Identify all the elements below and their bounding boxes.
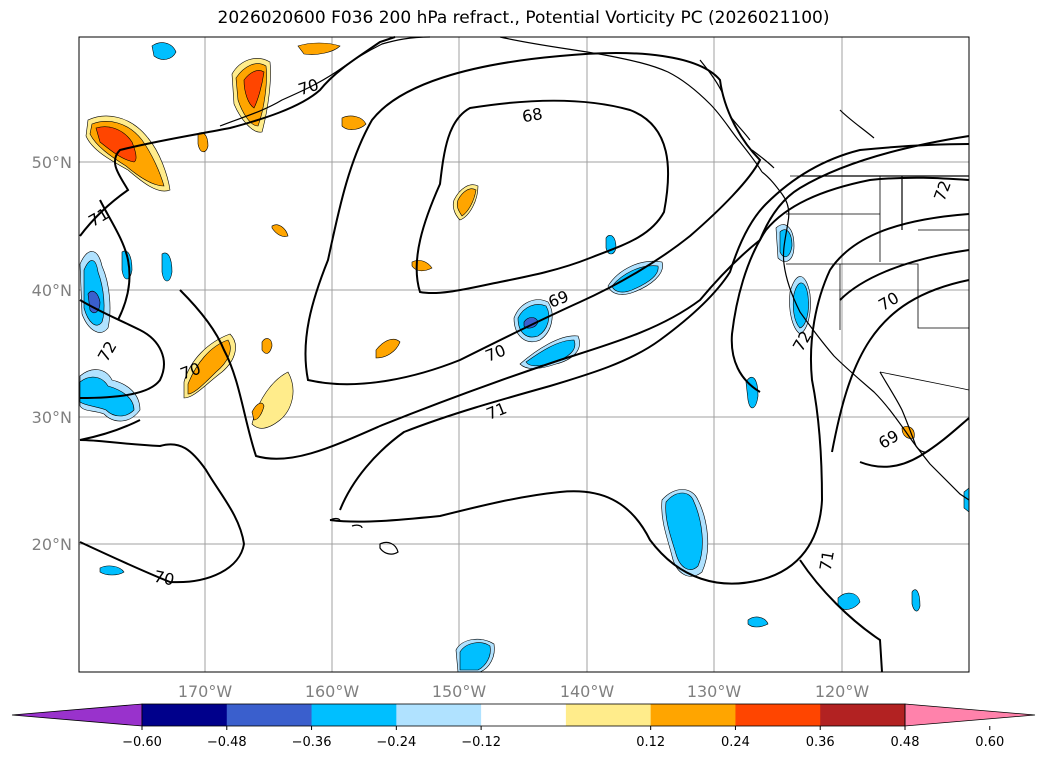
lon-label: 120°W xyxy=(815,682,870,701)
anomaly-cold-14 xyxy=(837,592,861,610)
anomaly-cold-15 xyxy=(747,616,769,628)
contour-label: 72 xyxy=(94,338,121,365)
border-us-mexico xyxy=(879,371,970,391)
anomaly-w-7 xyxy=(197,132,209,153)
anomaly-w-2-core xyxy=(251,402,265,421)
coast-hawaii xyxy=(329,517,399,555)
colorbar-swatch xyxy=(735,704,821,726)
colorbar-tick-label: −0.24 xyxy=(376,735,416,750)
map-frame xyxy=(78,36,970,673)
colorbar-swatch xyxy=(650,704,736,726)
contour-label: 68 xyxy=(521,104,544,126)
coast-alaska-aleutians xyxy=(219,36,763,173)
border-states-west xyxy=(786,176,969,330)
anomaly-cold-17 xyxy=(99,565,125,576)
positive-anomaly-shading xyxy=(85,42,915,439)
anomaly-cold-10-core xyxy=(779,229,793,258)
anomaly-cold-16 xyxy=(911,589,921,612)
anomaly-nw-1-peak xyxy=(95,126,137,163)
colorbar-swatch xyxy=(311,704,397,726)
political-borders xyxy=(786,175,970,391)
contour-70 xyxy=(79,36,970,460)
anomaly-n-2 xyxy=(297,42,341,55)
colorbar-tick-label: −0.48 xyxy=(207,735,247,750)
contour-69 xyxy=(304,52,762,386)
contour-label: 70 xyxy=(296,75,321,99)
lon-label: 140°W xyxy=(560,682,615,701)
contour-label: 69 xyxy=(875,426,902,453)
contour-69-east xyxy=(831,279,970,468)
colorbar-tick-label: 0.24 xyxy=(721,735,750,750)
colorbar-tick-label: 0.12 xyxy=(636,735,665,750)
anomaly-e-1 xyxy=(901,426,915,439)
anomaly-w-2 xyxy=(251,371,294,429)
coast-canada-border xyxy=(800,109,969,230)
contour-70-south xyxy=(79,439,246,584)
colorbar-swatch xyxy=(820,704,906,726)
anomaly-cold-1-peak xyxy=(87,290,101,314)
colorbar-swatch xyxy=(481,704,567,726)
anomaly-cold-5 xyxy=(151,42,177,60)
colorbar-tick-label: −0.12 xyxy=(461,735,501,750)
colorbar-swatches xyxy=(11,703,1036,727)
colorbar-tick-label: −0.36 xyxy=(292,735,332,750)
lat-label: 40°N xyxy=(32,281,72,300)
contour-label: 71 xyxy=(85,204,112,231)
contour-68 xyxy=(415,99,670,295)
coast-bc-islands xyxy=(699,59,775,169)
negative-anomaly-shading xyxy=(79,42,970,673)
refractivity-contours xyxy=(79,36,970,673)
anomaly-cold-13-core xyxy=(459,642,491,671)
contour-label: 70 xyxy=(152,567,176,590)
anomaly-cold-8-core xyxy=(611,265,659,293)
contour-label: 72 xyxy=(930,178,955,204)
colorbar-outline xyxy=(141,703,906,727)
anomaly-n-3 xyxy=(341,115,367,130)
colorbar-tick-label: 0.48 xyxy=(891,735,920,750)
colorbar-swatch xyxy=(226,704,313,726)
anomaly-n-1-peak xyxy=(243,70,265,109)
colorbar-swatch xyxy=(142,704,228,726)
contour-label: 70 xyxy=(483,341,509,366)
colorbar-extend-low xyxy=(11,703,143,727)
colorbar: −0.60 −0.48 −0.36 −0.24 −0.12 0.12 0.24 0.36 0.4… xyxy=(11,703,1036,750)
contour-71 xyxy=(329,143,970,585)
contour-70-east xyxy=(799,249,970,673)
contour-label: 71 xyxy=(484,399,510,424)
lon-label: 160°W xyxy=(305,682,360,701)
contour-west-edge xyxy=(79,199,141,441)
chart-title: 2026020600 F036 200 hPa refract., Potent… xyxy=(217,8,830,28)
colorbar-swatch xyxy=(565,704,652,726)
coast-northwest-america xyxy=(761,171,970,501)
lat-label: 20°N xyxy=(32,535,72,554)
colorbar-tick-label: −0.60 xyxy=(122,735,162,750)
anomaly-cold-9-core xyxy=(665,492,703,570)
longitude-labels: 170°W 160°W 150°W 140°W 130°W 120°W xyxy=(178,682,870,701)
anomaly-cold-11-core xyxy=(792,282,809,329)
lat-label: 50°N xyxy=(32,153,72,172)
contour-label: 71 xyxy=(816,549,838,572)
lat-label: 30°N xyxy=(32,408,72,427)
anomaly-w-4 xyxy=(375,338,401,359)
colorbar-tick-label: 0.60 xyxy=(975,735,1004,750)
coast-baja xyxy=(879,371,931,453)
colorbar-extend-high xyxy=(904,703,1036,727)
anomaly-cold-4 xyxy=(161,252,173,282)
anomaly-w-3 xyxy=(261,338,273,354)
lon-label: 150°W xyxy=(432,682,487,701)
lon-label: 130°W xyxy=(687,682,742,701)
latitude-labels: 50°N 40°N 30°N 20°N xyxy=(32,153,72,554)
anomaly-w-6 xyxy=(271,224,289,237)
lon-label: 170°W xyxy=(178,682,233,701)
colorbar-tick-labels: −0.60 −0.48 −0.36 −0.24 −0.12 0.12 0.24 0.36 0.4… xyxy=(122,726,1004,750)
anomaly-w-5 xyxy=(411,260,433,272)
anomaly-c-1-core xyxy=(456,188,477,217)
colorbar-tick-label: 0.36 xyxy=(806,735,835,750)
anomaly-cold-7-core xyxy=(525,339,576,367)
colorbar-swatch xyxy=(396,704,482,726)
